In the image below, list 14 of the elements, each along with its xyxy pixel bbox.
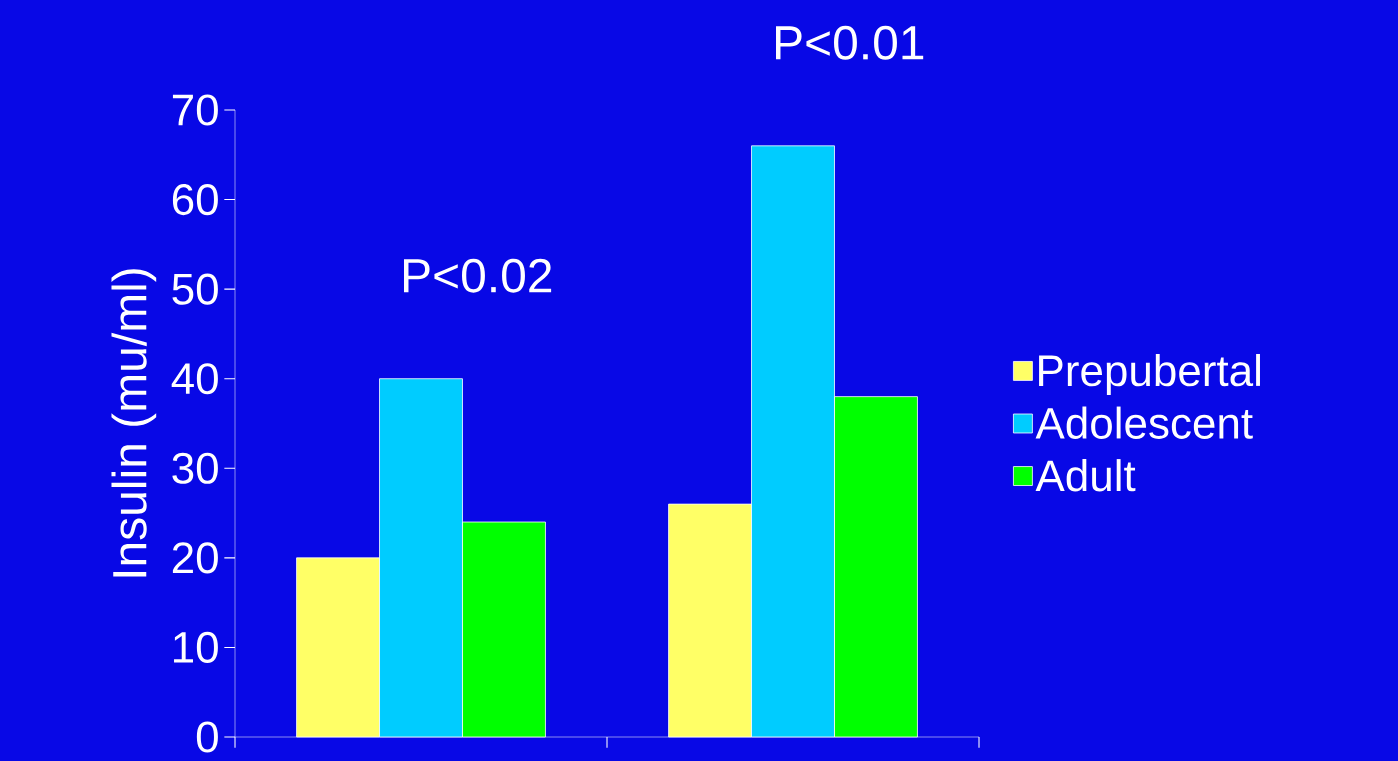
annotation: P<0.02 bbox=[404, 258, 552, 293]
y-tick-label: 70 bbox=[172, 94, 218, 126]
y-tick-label: 40 bbox=[171, 363, 218, 395]
y-tick-label: 10 bbox=[174, 631, 218, 664]
y-tick-label: 50 bbox=[172, 273, 218, 305]
y-tick-label: 20 bbox=[172, 542, 218, 574]
legend-label: Adult bbox=[1035, 459, 1136, 492]
y-tick-label: 30 bbox=[172, 452, 218, 484]
legend-label: Prepubertal bbox=[1039, 354, 1260, 396]
legend-label: Adolescent bbox=[1035, 406, 1253, 439]
y-tick-label: 0 bbox=[196, 721, 218, 753]
y-tick-label: 60 bbox=[172, 184, 218, 216]
y-axis-title: Insulin (mu/ml) bbox=[111, 269, 157, 577]
text: P<0.01 bbox=[776, 25, 924, 60]
